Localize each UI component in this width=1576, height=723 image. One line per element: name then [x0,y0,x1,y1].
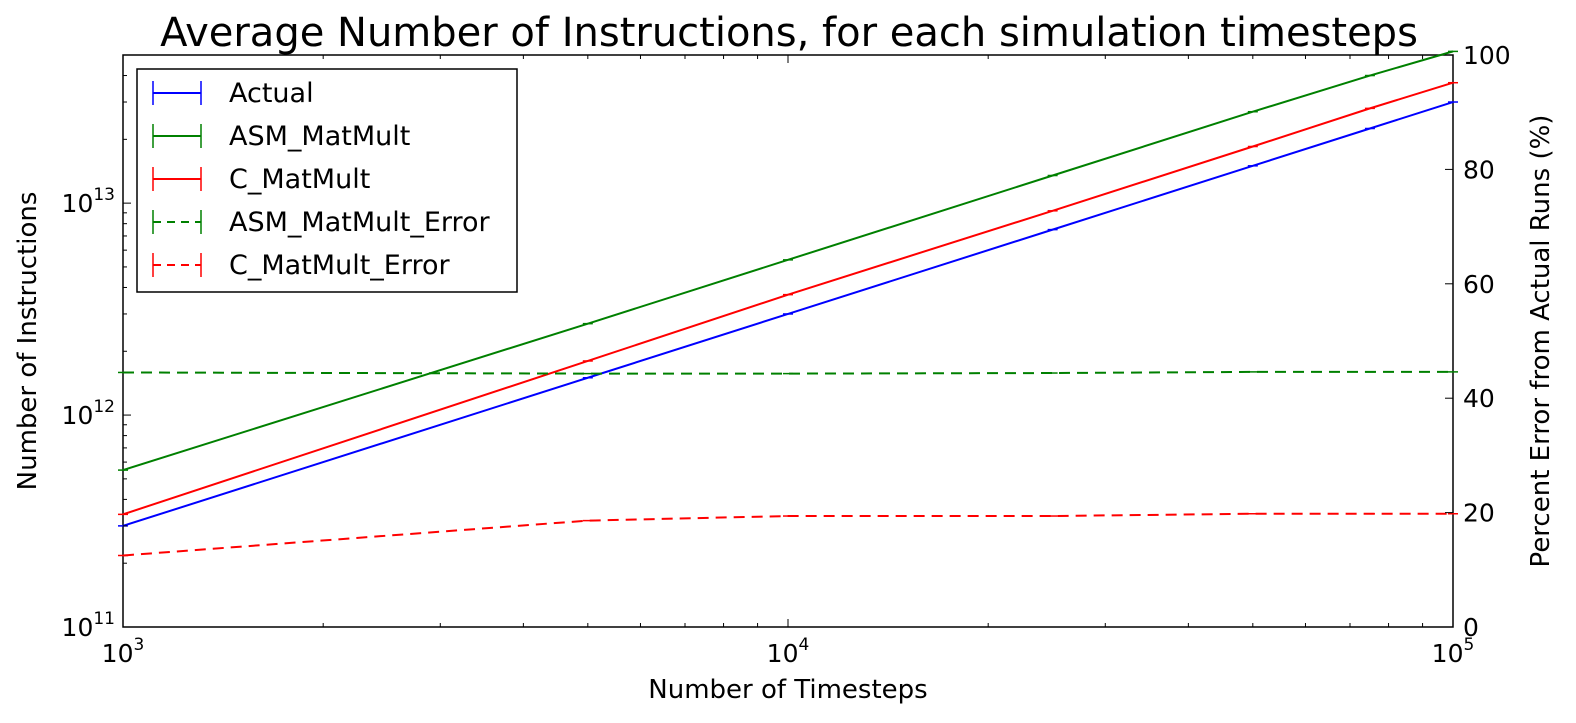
y2-tick-label: 20 [1463,499,1495,528]
legend-label: Actual [229,78,314,109]
y-tick-label: 1013 [62,185,115,218]
y2-tick-label: 100 [1463,41,1511,70]
series-ASM_MatMult [118,50,1458,472]
series-line-C_MatMult_Error [122,512,1453,557]
series-C_MatMult [118,81,1458,516]
y2-tick-label: 40 [1463,384,1495,413]
y2-tick-label: 0 [1463,613,1479,642]
y-tick-label: 1011 [62,609,115,642]
legend-entry: C_MatMult [152,164,370,195]
x-tick-label: 105 [1432,635,1475,668]
ticks-layer [122,54,1454,628]
series-ASM_MatMult_Error [118,370,1458,375]
legend-entry: ASM_MatMult_Error [152,207,491,238]
legend-entry: C_MatMult_Error [152,250,450,281]
chart-title: Average Number of Instructions, for each… [160,10,1418,56]
x-tick-label: 103 [102,635,145,668]
y-axis-label: Number of Instructions [13,192,43,491]
y2-axis-label: Percent Error from Actual Runs (%) [1526,115,1556,568]
y2-tick-label: 80 [1463,155,1495,184]
legend-label: C_MatMult [229,164,370,195]
legend-entry: ASM_MatMult [152,121,410,152]
x-tick-label: 104 [767,635,810,668]
legend: Actual ASM_MatMult C_MatMult ASM_MatMult_Er… [136,68,518,293]
legend-label: ASM_MatMult [229,121,410,152]
series-C_MatMult_Error [118,512,1458,557]
legend-label: C_MatMult_Error [229,250,450,281]
y-tick-label: 1012 [62,397,115,430]
plot-area [118,50,1458,628]
legend-label: ASM_MatMult_Error [229,207,491,238]
legend-entry: Actual [152,78,314,109]
x-axis-label: Number of Timesteps [648,675,927,705]
series-layer [118,50,1458,557]
y2-tick-label: 60 [1463,270,1495,299]
tick-labels: 103 104 105 1011 1012 1013 0 20 40 60 80 100 [62,41,1511,668]
